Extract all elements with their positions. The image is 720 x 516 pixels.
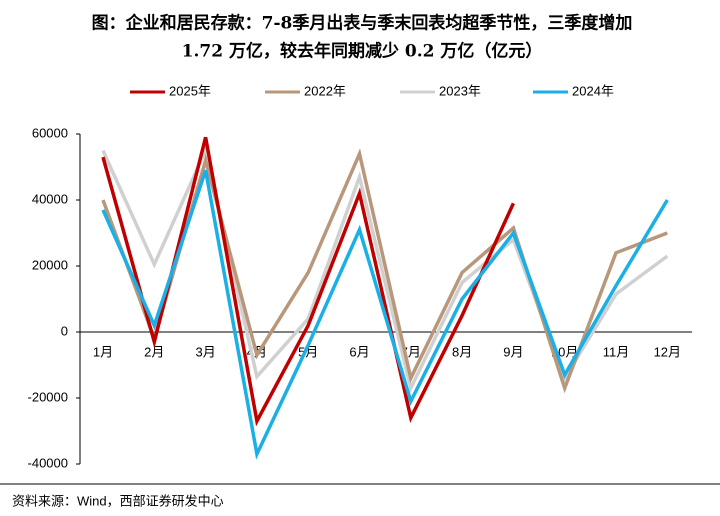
chart-title: 图：企业和居民存款：7-8季月出表与季末回表均超季节性，三季度增加 — [92, 13, 633, 34]
x-tick-label: 2月 — [144, 344, 164, 359]
y-tick-label: 60000 — [32, 125, 68, 140]
x-tick-label: 12月 — [654, 344, 681, 359]
x-tick-label: 1月 — [93, 344, 113, 359]
y-tick-label: -40000 — [28, 455, 68, 470]
legend-label: 2024年 — [572, 83, 614, 98]
y-tick-label: 0 — [61, 323, 68, 338]
x-tick-label: 9月 — [503, 344, 523, 359]
legend-label: 2022年 — [304, 83, 346, 98]
x-tick-label: 11月 — [603, 344, 630, 359]
x-tick-label: 8月 — [452, 344, 472, 359]
y-tick-label: 40000 — [32, 191, 68, 206]
series-line — [101, 136, 515, 427]
series-line — [101, 169, 669, 460]
legend-label: 2025年 — [169, 83, 211, 98]
series-line — [101, 148, 668, 394]
x-tick-label: 3月 — [195, 344, 215, 359]
legend-label: 2023年 — [439, 83, 481, 98]
y-tick-label: -20000 — [28, 389, 68, 404]
x-tick-label: 6月 — [349, 344, 369, 359]
chart-subtitle: 1.72 万亿，较去年同期减少 0.2 万亿（亿元） — [182, 41, 543, 62]
y-tick-label: 20000 — [32, 257, 68, 272]
source-note: 资料来源：Wind，西部证券研发中心 — [12, 493, 224, 508]
